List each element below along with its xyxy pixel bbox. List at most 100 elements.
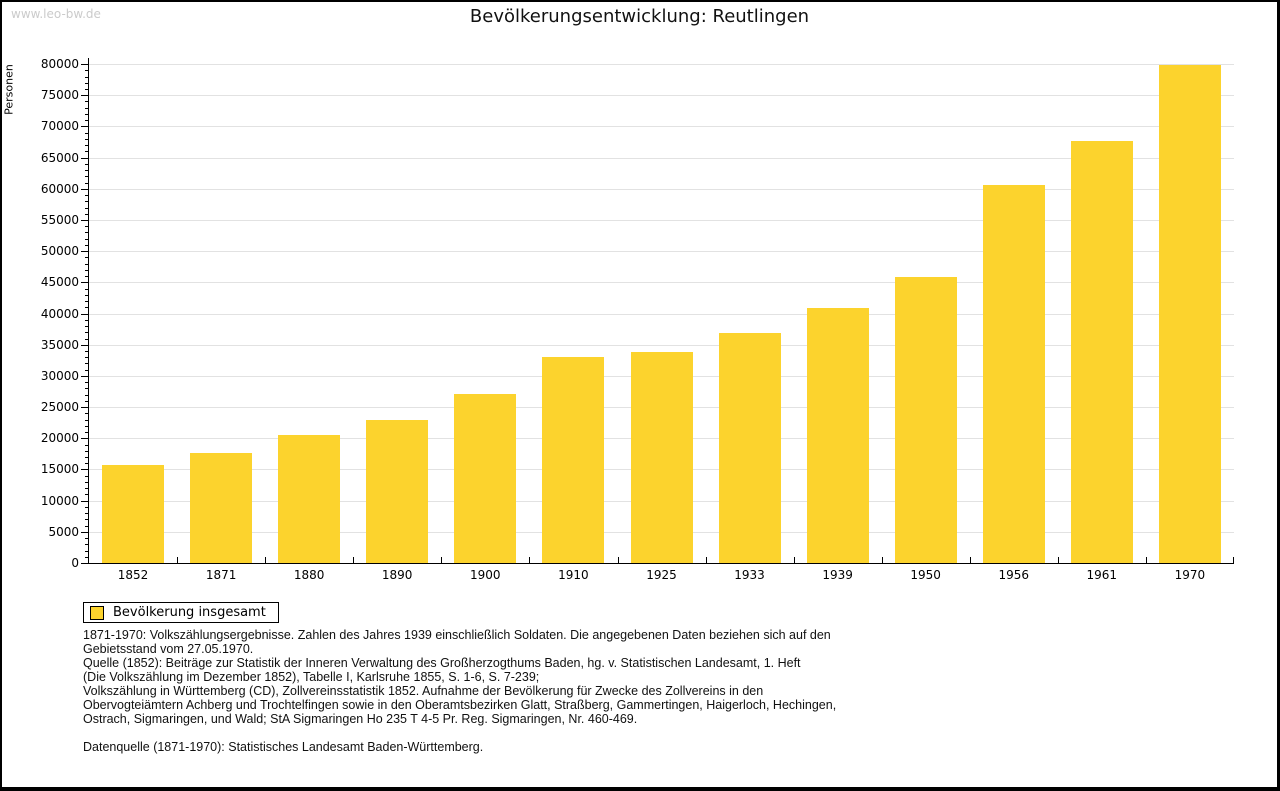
y-minor-tick-21000: [85, 432, 89, 433]
x-tick-label-1961: 1961: [1086, 568, 1118, 582]
y-major-tick-5000: [81, 531, 89, 533]
y-minor-tick-66000: [85, 151, 89, 153]
y-minor-tick-54000: [85, 226, 89, 228]
y-minor-tick-12000: [85, 488, 89, 490]
y-major-tick-60000: [81, 188, 89, 190]
y-minor-tick-78000: [85, 76, 89, 78]
y-minor-tick-31000: [85, 369, 89, 371]
note-line-3: Quelle (1852): Beiträge zur Statistik de…: [83, 656, 801, 670]
y-tick-label-25000: 25000: [40, 400, 79, 415]
bar-1910: [542, 356, 605, 563]
x-boundary-tick-11: [1057, 557, 1059, 563]
bar-1970: [1159, 65, 1221, 563]
gridline-65000: [89, 157, 1234, 159]
y-minor-tick-51000: [85, 244, 89, 246]
y-major-tick-30000: [81, 375, 89, 377]
y-minor-tick-76000: [85, 89, 89, 90]
plot-area: 0 5000 10000 15000 20000 25000 30000 35000 40000…: [41, 57, 1234, 582]
y-minor-tick-34000: [85, 350, 89, 352]
y-minor-tick-42000: [85, 301, 89, 302]
x-tick-label-1956: 1956: [998, 568, 1030, 582]
bar-1925: [630, 351, 693, 563]
y-tick-label-10000: 10000: [40, 493, 79, 508]
bar-1933: [718, 332, 781, 563]
y-minor-tick-59000: [85, 195, 89, 196]
y-tick-label-0: 0: [71, 556, 79, 570]
x-boundary-tick-12: [1145, 557, 1147, 563]
gridline-60000: [89, 188, 1234, 190]
bar-1939: [806, 307, 869, 563]
y-tick-label-55000: 55000: [40, 212, 79, 227]
y-minor-tick-46000: [85, 276, 89, 278]
y-minor-tick-44000: [85, 288, 89, 290]
y-minor-tick-77000: [85, 82, 89, 84]
y-tick-label-65000: 65000: [40, 150, 79, 165]
x-boundary-tick-8: [793, 557, 795, 563]
y-tick-label-5000: 5000: [48, 524, 79, 539]
y-minor-tick-37000: [85, 332, 89, 334]
gridline-45000: [89, 282, 1234, 284]
y-minor-tick-38000: [85, 326, 89, 327]
y-tick-label-80000: 80000: [40, 57, 79, 71]
y-minor-tick-6000: [85, 525, 89, 527]
y-minor-tick-26000: [85, 400, 89, 402]
y-minor-tick-11000: [85, 494, 89, 496]
y-minor-tick-72000: [85, 113, 89, 115]
y-minor-tick-29000: [85, 382, 89, 384]
y-minor-tick-32000: [85, 363, 89, 365]
x-tick-label-1950: 1950: [910, 568, 941, 582]
x-boundary-tick-10: [969, 557, 971, 563]
note-line-9: Datenquelle (1871-1970): Statistisches L…: [83, 740, 484, 754]
y-tick-label-40000: 40000: [40, 306, 79, 321]
y-major-tick-50000: [81, 251, 89, 253]
x-tick-label-1933: 1933: [734, 568, 765, 582]
note-blank-line: [83, 726, 1203, 740]
y-minor-tick-71000: [85, 120, 89, 122]
gridline-35000: [89, 344, 1234, 346]
gridline-75000: [89, 95, 1234, 97]
y-minor-tick-33000: [85, 357, 89, 359]
y-major-tick-55000: [81, 219, 89, 221]
y-major-tick-0: [81, 563, 89, 564]
bar-1852: [102, 465, 164, 563]
legend: Bevölkerung insgesamt: [83, 602, 279, 623]
y-minor-tick-69000: [85, 132, 89, 134]
y-tick-label-45000: 45000: [40, 275, 79, 290]
x-boundary-tick-2: [265, 557, 267, 563]
gridline-70000: [89, 126, 1234, 128]
x-tick-label-1939: 1939: [822, 568, 853, 582]
gridline-55000: [89, 219, 1234, 221]
bar-1900: [454, 394, 517, 563]
note-line-1: 1871-1970: Volkszählungsergebnisse. Zahl…: [83, 628, 831, 642]
y-minor-tick-19000: [85, 444, 89, 446]
y-minor-tick-3000: [85, 544, 89, 546]
gridline-80000: [89, 64, 1234, 65]
y-tick-label-60000: 60000: [40, 181, 79, 196]
y-minor-tick-23000: [85, 419, 89, 421]
y-minor-tick-1000: [85, 556, 89, 558]
y-tick-label-75000: 75000: [40, 88, 79, 103]
y-minor-tick-17000: [85, 457, 89, 458]
x-tick-label-1925: 1925: [646, 568, 677, 582]
x-tick-label-1880: 1880: [293, 568, 325, 582]
y-major-tick-25000: [81, 407, 89, 409]
x-tick-label-1970: 1970: [1174, 568, 1206, 582]
y-minor-tick-53000: [85, 232, 89, 234]
y-minor-tick-67000: [85, 145, 89, 147]
y-tick-label-20000: 20000: [40, 431, 79, 446]
x-boundary-tick-1: [177, 557, 179, 563]
gridline-40000: [89, 313, 1234, 315]
y-minor-tick-39000: [85, 319, 89, 321]
y-minor-tick-28000: [85, 388, 89, 390]
x-boundary-tick-5: [529, 557, 531, 563]
y-minor-tick-63000: [85, 170, 89, 171]
y-major-tick-15000: [81, 469, 89, 471]
y-minor-tick-24000: [85, 413, 89, 415]
y-major-tick-75000: [81, 95, 89, 97]
x-boundary-tick-4: [441, 557, 443, 563]
y-minor-tick-49000: [85, 257, 89, 259]
legend-swatch-icon: [90, 605, 104, 620]
x-boundary-tick-3: [353, 557, 355, 563]
y-minor-tick-48000: [85, 263, 89, 265]
